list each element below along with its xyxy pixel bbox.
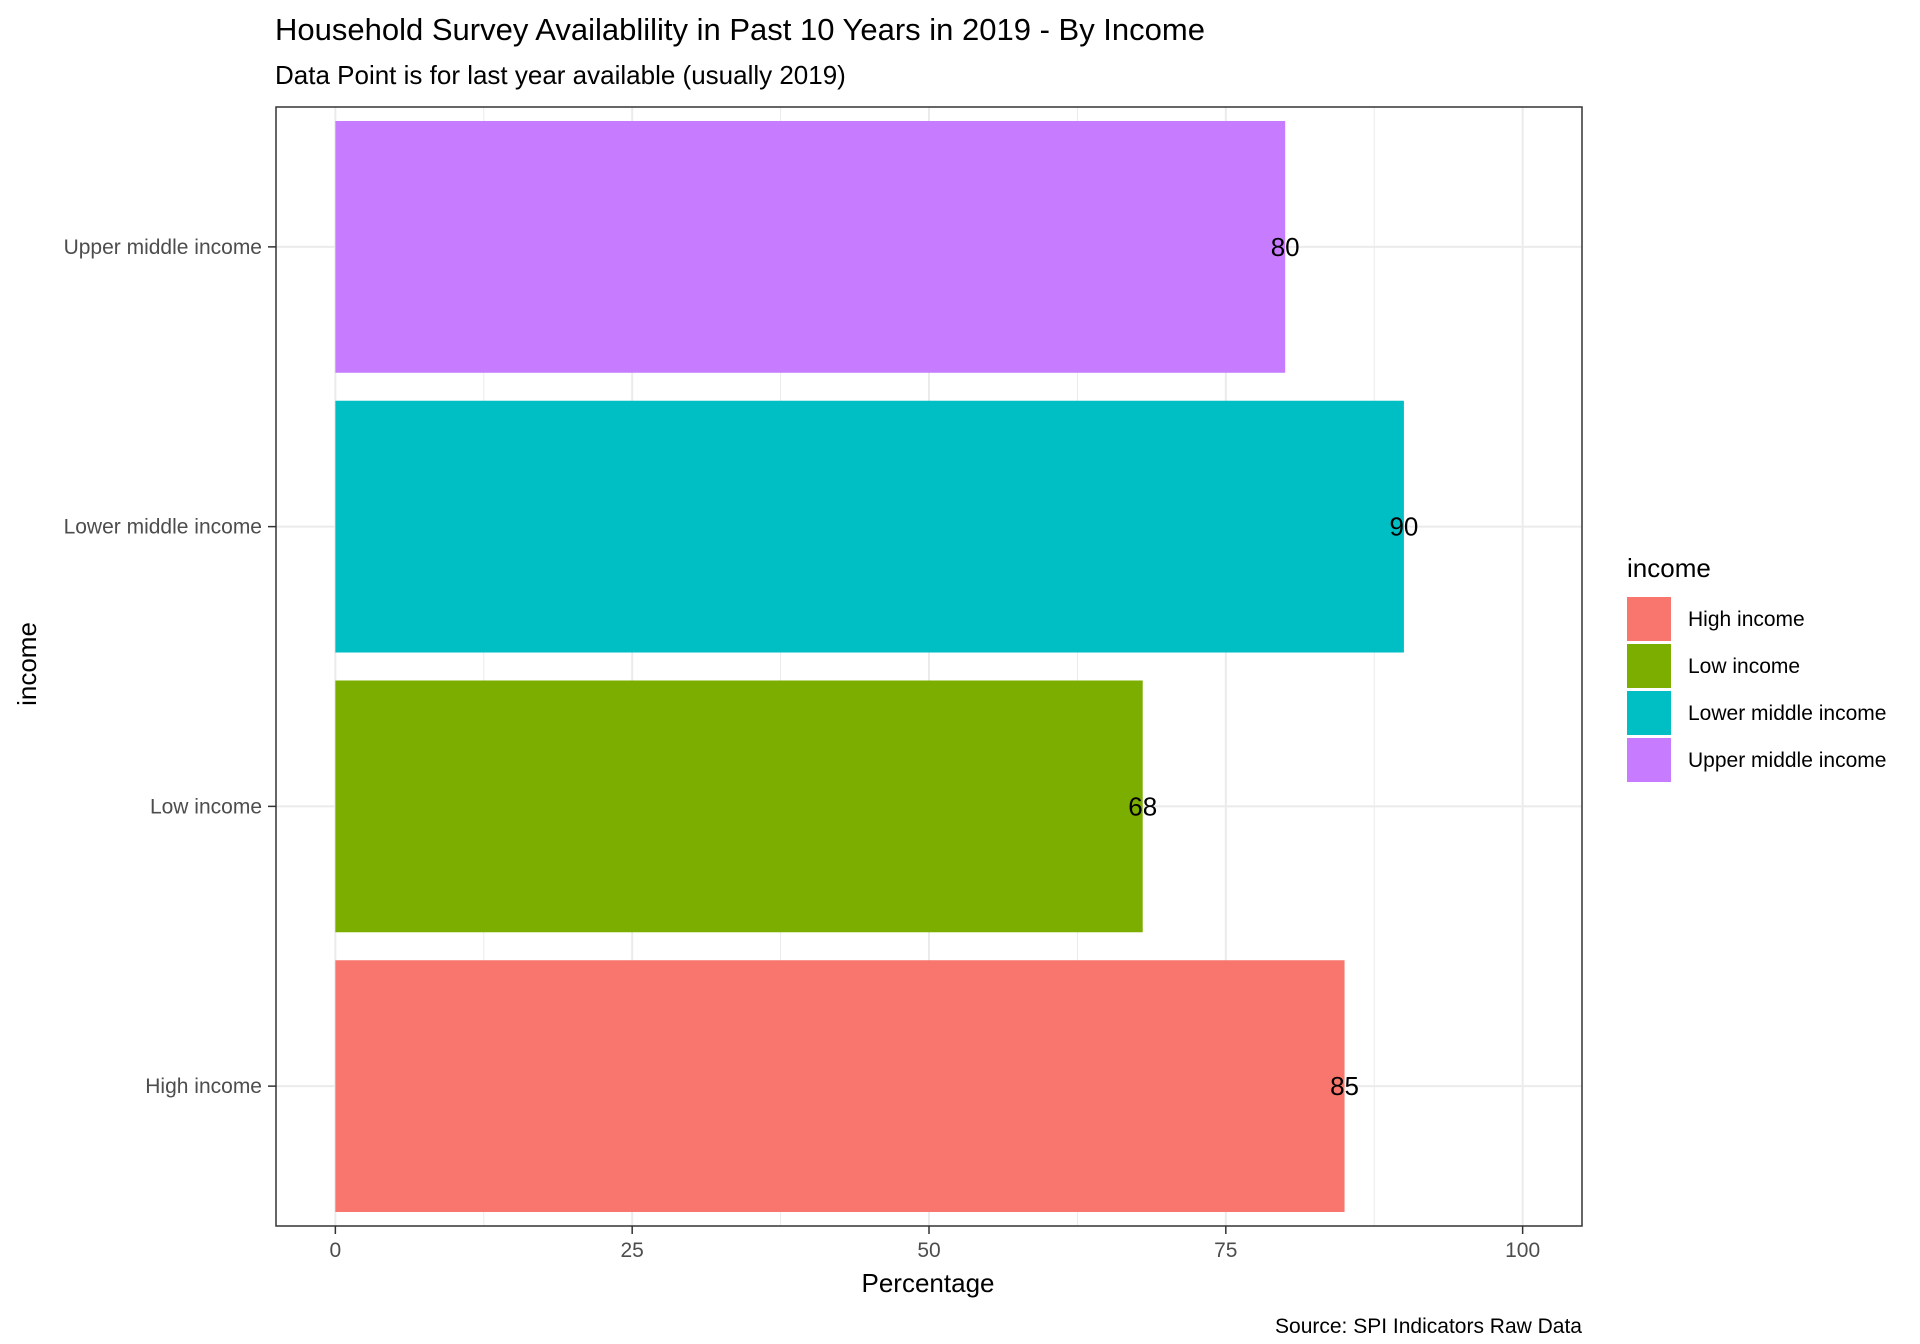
chart-title: Household Survey Availablility in Past 1… [275, 12, 1205, 47]
legend-key [1627, 597, 1671, 641]
bar-labels: 85 68 90 80 [1128, 232, 1418, 1101]
legend: income High income Low income Lower middle… [1627, 553, 1886, 782]
y-tick-label: High income [145, 1075, 262, 1098]
legend-key [1627, 644, 1671, 688]
bar-value-label: 68 [1128, 791, 1157, 821]
y-tick-label: Low income [150, 795, 262, 818]
bar-value-label: 80 [1271, 232, 1300, 262]
legend-title: income [1627, 553, 1711, 583]
chart-subtitle: Data Point is for last year available (u… [275, 60, 846, 90]
x-tick-label: 0 [330, 1239, 342, 1262]
bar-value-label: 85 [1330, 1071, 1359, 1101]
x-axis-title: Percentage [862, 1268, 995, 1298]
x-tick-label: 50 [917, 1239, 940, 1262]
bar-upper-middle-income [335, 120, 1286, 373]
y-tick-label: Lower middle income [64, 516, 262, 539]
bar-low-income [335, 680, 1143, 933]
legend-label: Lower middle income [1688, 702, 1886, 725]
bars [335, 120, 1404, 1213]
legend-label: Upper middle income [1688, 749, 1886, 772]
x-tick-label: 75 [1214, 1239, 1237, 1262]
chart-caption: Source: SPI Indicators Raw Data [1275, 1315, 1582, 1338]
bar-value-label: 90 [1389, 512, 1418, 542]
bar-lower-middle-income [335, 400, 1404, 653]
legend-label: High income [1688, 608, 1805, 631]
x-tick-label: 25 [621, 1239, 644, 1262]
plot-area: 85 68 90 80 [275, 106, 1583, 1227]
bar-high-income [335, 960, 1345, 1213]
x-tick-label: 100 [1505, 1239, 1540, 1262]
legend-key [1627, 738, 1671, 782]
legend-label: Low income [1688, 655, 1800, 678]
x-axis: 0 25 50 75 100 [330, 1226, 1540, 1262]
y-tick-label: Upper middle income [64, 236, 262, 259]
y-axis: High income Low income Lower middle income… [64, 236, 276, 1098]
y-axis-title: income [12, 622, 42, 706]
legend-key [1627, 691, 1671, 735]
